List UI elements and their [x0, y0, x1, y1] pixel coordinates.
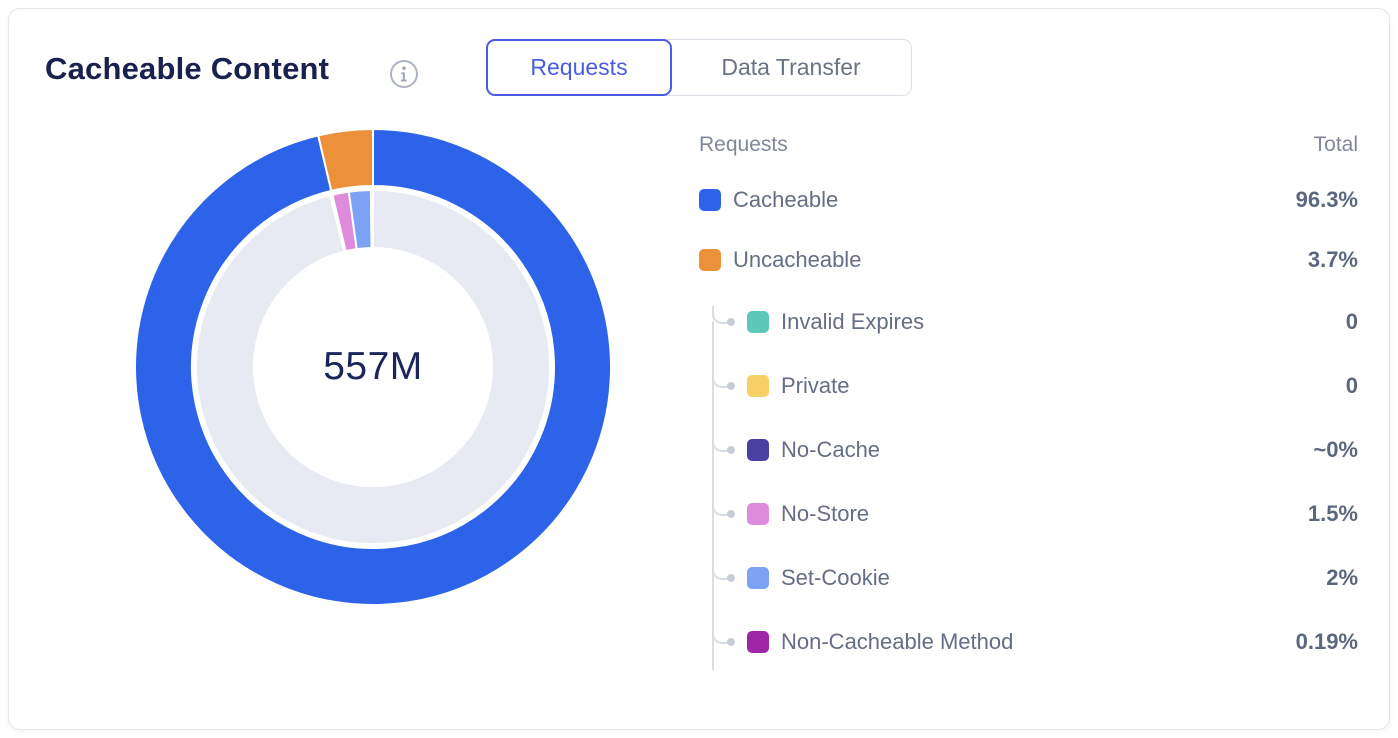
legend-row[interactable]: No-Cache ~0%	[699, 429, 1358, 471]
legend-label: Cacheable	[733, 187, 839, 212]
legend-header-total: Total	[1313, 133, 1358, 156]
legend-rows: Cacheable 96.3% Uncacheable 3.7% Invalid…	[699, 173, 1358, 670]
legend-value: 3.7%	[1307, 247, 1358, 272]
legend-row[interactable]: Private 0	[699, 365, 1358, 407]
tree-node-dot	[727, 638, 735, 646]
donut-chart[interactable]: 557M	[133, 127, 613, 607]
legend-swatch	[699, 189, 721, 211]
legend-label: Uncacheable	[733, 247, 862, 272]
legend: Requests Total Cacheable 96.3% Uncacheab…	[699, 133, 1358, 670]
legend-swatch	[747, 375, 769, 397]
legend-swatch	[747, 311, 769, 333]
legend-value: 2%	[1326, 565, 1358, 590]
legend-value: ~0%	[1313, 437, 1358, 462]
legend-label: No-Store	[781, 501, 870, 526]
tree-node-dot	[727, 382, 735, 390]
legend-label: Set-Cookie	[781, 565, 890, 590]
tree-node-dot	[727, 510, 735, 518]
legend-swatch	[747, 439, 769, 461]
page-title: Cacheable Content	[45, 51, 330, 86]
legend-value: 96.3%	[1295, 187, 1358, 212]
donut-segment-non-cacheable-method[interactable]	[369, 188, 374, 250]
legend-value: 0	[1345, 309, 1358, 334]
legend-swatch	[699, 249, 721, 271]
legend-row[interactable]: Uncacheable 3.7%	[699, 239, 1358, 281]
legend-swatch	[747, 567, 769, 589]
legend-value: 0.19%	[1295, 629, 1358, 654]
donut-segment-cacheable[interactable]	[134, 127, 612, 606]
tree-node-dot	[727, 574, 735, 582]
tree-node-dot	[727, 318, 735, 326]
legend-label: Private	[781, 373, 850, 398]
cacheable-content-card: Cacheable Content Requests Data Transfer…	[8, 8, 1390, 730]
legend-header-metric: Requests	[699, 133, 788, 156]
legend-row[interactable]: No-Store 1.5%	[699, 493, 1358, 535]
legend-row[interactable]: Invalid Expires 0	[699, 301, 1358, 343]
legend-swatch	[747, 503, 769, 525]
legend-row[interactable]: Set-Cookie 2%	[699, 557, 1358, 599]
legend-label: No-Cache	[781, 437, 881, 462]
tab-data-transfer[interactable]: Data Transfer	[671, 40, 911, 95]
legend-header: Requests Total	[699, 133, 1358, 163]
legend-row[interactable]: Cacheable 96.3%	[699, 179, 1358, 221]
legend-label: Non-Cacheable Method	[781, 629, 1014, 654]
legend-value: 1.5%	[1307, 501, 1358, 526]
donut-svg	[134, 127, 612, 606]
legend-row[interactable]: Non-Cacheable Method 0.19%	[699, 621, 1358, 663]
legend-label: Invalid Expires	[781, 309, 925, 334]
tree-connector-line	[712, 321, 714, 670]
legend-swatch	[747, 631, 769, 653]
view-mode-tabs: Requests Data Transfer	[486, 39, 912, 96]
donut-segment-cacheable[interactable]	[195, 188, 551, 545]
tree-node-dot	[727, 446, 735, 454]
legend-value: 0	[1345, 373, 1358, 398]
donut-segment-uncacheable[interactable]	[316, 127, 374, 193]
info-icon[interactable]	[389, 59, 419, 89]
tab-requests[interactable]: Requests	[486, 39, 672, 96]
